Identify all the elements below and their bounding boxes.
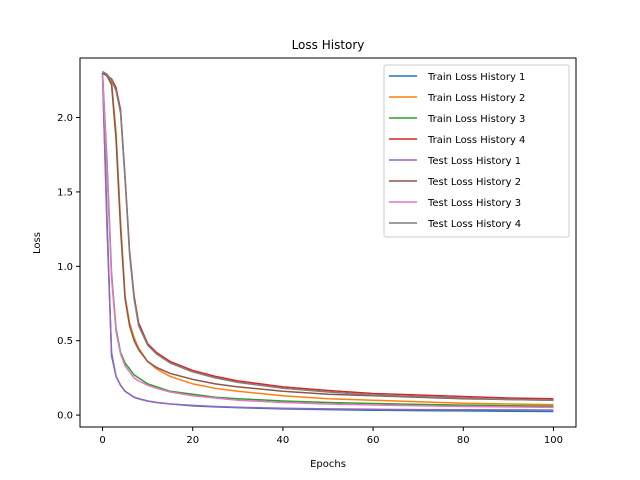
y-tick-label: 1.5 <box>57 187 73 198</box>
x-axis-label: Epochs <box>310 459 346 470</box>
legend-entry-label: Train Loss History 3 <box>427 114 525 125</box>
y-tick-label: 0.5 <box>57 336 73 347</box>
legend-entry-label: Train Loss History 2 <box>427 93 525 104</box>
legend-entry-label: Test Loss History 3 <box>427 198 521 209</box>
chart-title: Loss History <box>292 38 365 52</box>
legend: Train Loss History 1 Train Loss History 2… <box>383 64 570 238</box>
y-tick-label: 2.0 <box>57 113 73 124</box>
series-line-8 <box>102 70 554 401</box>
legend-entry-label: Test Loss History 1 <box>427 156 521 167</box>
x-axis: 0 20 40 60 80 100 <box>99 427 563 446</box>
series-line-7 <box>101 74 554 409</box>
legend-entry-label: Train Loss History 4 <box>427 135 525 146</box>
y-tick-label: 0.0 <box>57 411 73 422</box>
series-line-5 <box>101 75 554 411</box>
y-axis: 0.0 0.5 1.0 1.5 2.0 <box>57 113 80 422</box>
x-tick-label: 0 <box>99 435 105 446</box>
legend-entry-label: Test Loss History 2 <box>427 177 521 188</box>
x-tick-label: 100 <box>544 435 563 446</box>
legend-box <box>383 64 570 238</box>
legend-entry-label: Test Loss History 4 <box>427 219 521 230</box>
x-tick-label: 20 <box>186 435 199 446</box>
x-tick-label: 80 <box>457 435 470 446</box>
plot-frame <box>79 57 577 428</box>
y-axis-label: Loss <box>32 232 43 254</box>
legend-entry-label: Train Loss History 1 <box>427 72 525 83</box>
plot-area <box>101 70 554 413</box>
y-tick-label: 1.0 <box>57 262 73 273</box>
x-tick-label: 60 <box>367 435 380 446</box>
x-tick-label: 40 <box>277 435 290 446</box>
